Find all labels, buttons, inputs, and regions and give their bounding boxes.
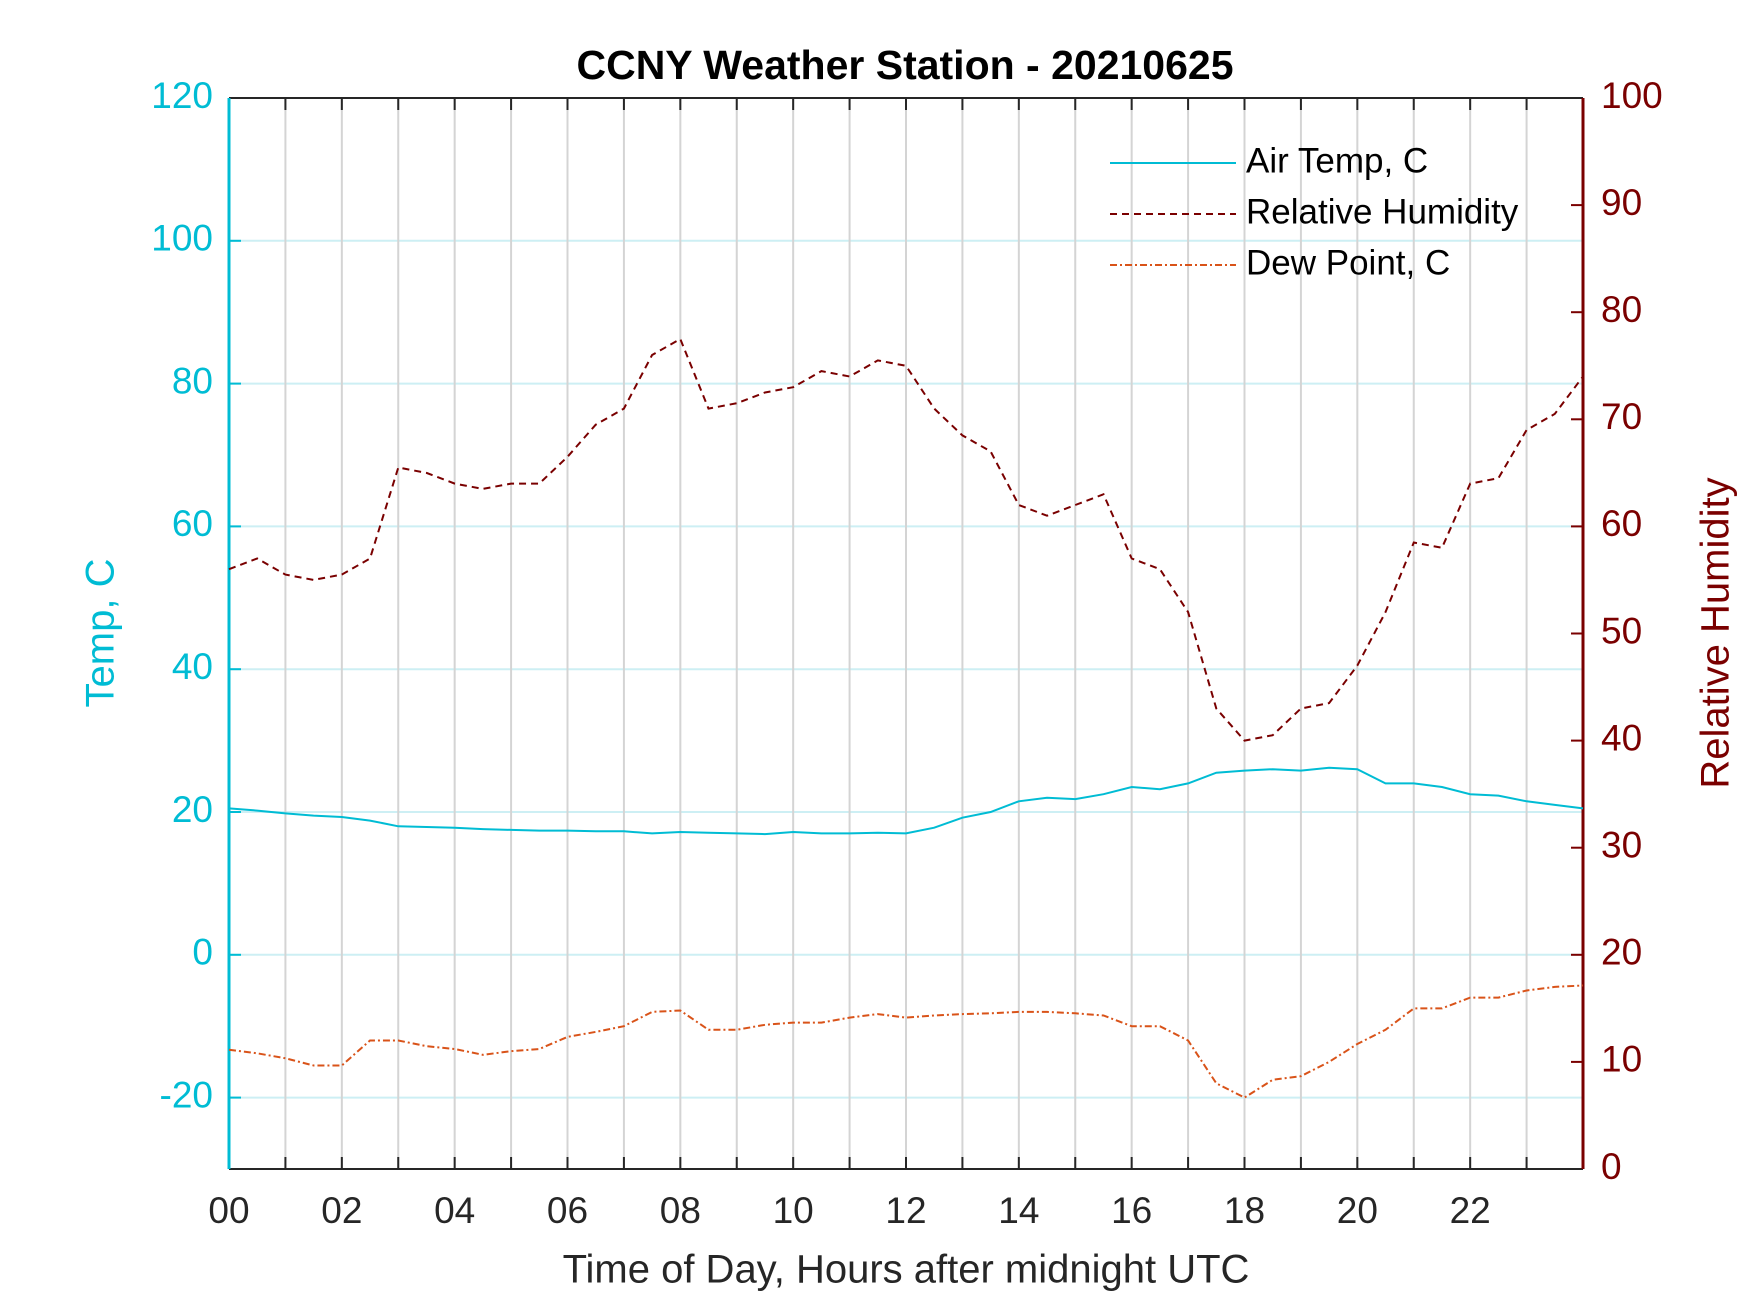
y2-tick-label: 90: [1601, 182, 1642, 223]
x-tick-label: 02: [321, 1190, 362, 1231]
x-tick-label: 00: [208, 1190, 249, 1231]
legend-label: Air Temp, C: [1246, 141, 1428, 180]
x-tick-label: 22: [1450, 1190, 1491, 1231]
x-tick-label: 12: [885, 1190, 926, 1231]
data-line: [228, 766, 1584, 836]
x-tick-label: 04: [434, 1190, 475, 1231]
y2-tick-label: 0: [1601, 1146, 1622, 1187]
data-line: [228, 337, 1584, 742]
y-tick-label: 120: [151, 75, 213, 116]
y2-tick-label: 50: [1601, 610, 1642, 651]
legend-label: Dew Point, C: [1246, 243, 1450, 282]
x-tick-label: 10: [773, 1190, 814, 1231]
x-tick-label: 16: [1111, 1190, 1152, 1231]
data-line: [228, 984, 1584, 1099]
y2-tick-label: 40: [1601, 717, 1642, 758]
y2-tick-label: 100: [1601, 75, 1663, 116]
y2-tick-label: 60: [1601, 503, 1642, 544]
y-tick-label: 60: [172, 503, 213, 544]
y-tick-label: 100: [151, 218, 213, 259]
y-tick-label: 40: [172, 646, 213, 687]
y2-tick-label: 10: [1601, 1039, 1642, 1080]
x-axis-label: Time of Day, Hours after midnight UTC: [563, 1248, 1250, 1292]
y-tick-label: -20: [160, 1074, 213, 1115]
x-tick-label: 14: [998, 1190, 1039, 1231]
y2-axis-label: Relative Humidity: [1694, 477, 1738, 788]
y2-tick-label: 20: [1601, 932, 1642, 973]
y2-tick-label: 80: [1601, 289, 1642, 330]
y2-tick-label: 70: [1601, 396, 1642, 437]
y-tick-label: 80: [172, 360, 213, 401]
y-axis-label: Temp, C: [79, 559, 123, 708]
x-tick-label: 06: [547, 1190, 588, 1231]
chart-title: CCNY Weather Station - 20210625: [576, 42, 1233, 88]
y-tick-label: 0: [192, 932, 213, 973]
y-tick-label: 20: [172, 789, 213, 830]
x-tick-label: 18: [1224, 1190, 1265, 1231]
x-tick-label: 08: [660, 1190, 701, 1231]
x-tick-label: 20: [1337, 1190, 1378, 1231]
legend-label: Relative Humidity: [1246, 192, 1519, 231]
y2-tick-label: 30: [1601, 824, 1642, 865]
